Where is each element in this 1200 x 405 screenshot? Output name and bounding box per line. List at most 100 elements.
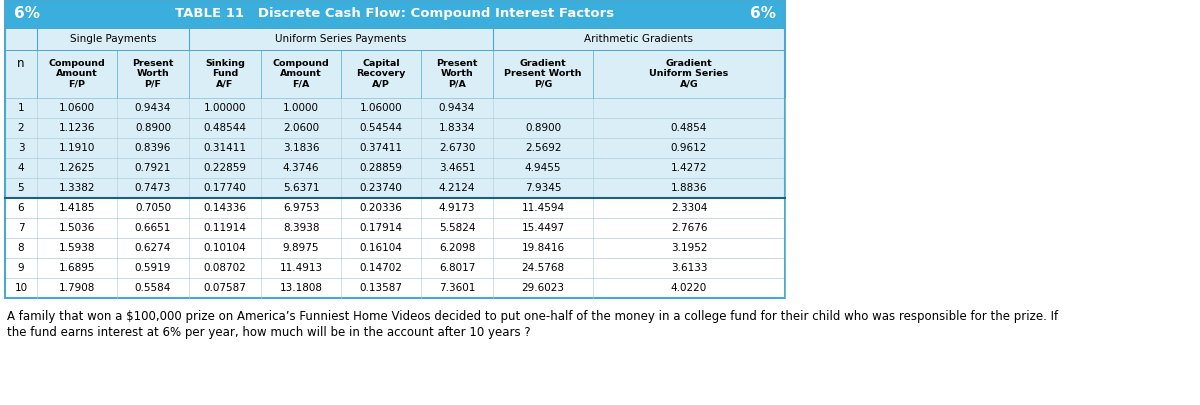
Bar xyxy=(5,0,785,28)
Text: 0.54544: 0.54544 xyxy=(360,123,402,133)
Text: 0.7050: 0.7050 xyxy=(134,203,172,213)
Text: 0.07587: 0.07587 xyxy=(204,283,246,293)
Text: 0.16104: 0.16104 xyxy=(360,243,402,253)
Text: 0.7921: 0.7921 xyxy=(134,163,172,173)
Text: 2.7676: 2.7676 xyxy=(671,223,707,233)
Text: 0.8396: 0.8396 xyxy=(134,143,172,153)
Text: 6.8017: 6.8017 xyxy=(439,263,475,273)
Text: 1.8334: 1.8334 xyxy=(439,123,475,133)
Text: 2.5692: 2.5692 xyxy=(524,143,562,153)
Text: 1: 1 xyxy=(18,103,24,113)
Text: Present
Worth
P/F: Present Worth P/F xyxy=(132,59,174,89)
Bar xyxy=(5,198,785,218)
Bar xyxy=(5,178,785,198)
Text: 1.0600: 1.0600 xyxy=(59,103,95,113)
Text: 1.7908: 1.7908 xyxy=(59,283,95,293)
Text: A family that won a $100,000 prize on America’s Funniest Home Videos decided to : A family that won a $100,000 prize on Am… xyxy=(7,310,1058,323)
Bar xyxy=(5,138,785,158)
Text: 0.22859: 0.22859 xyxy=(204,163,246,173)
Text: 4.3746: 4.3746 xyxy=(283,163,319,173)
Text: 10: 10 xyxy=(14,283,28,293)
Text: 1.4272: 1.4272 xyxy=(671,163,707,173)
Text: 0.14702: 0.14702 xyxy=(360,263,402,273)
Text: 2: 2 xyxy=(18,123,24,133)
Text: 0.17914: 0.17914 xyxy=(360,223,402,233)
Text: 1.6895: 1.6895 xyxy=(59,263,95,273)
Text: 3.1952: 3.1952 xyxy=(671,243,707,253)
Text: 2.0600: 2.0600 xyxy=(283,123,319,133)
Bar xyxy=(5,258,785,278)
Text: 6%: 6% xyxy=(14,6,40,21)
Text: 0.9434: 0.9434 xyxy=(134,103,172,113)
Text: 3.4651: 3.4651 xyxy=(439,163,475,173)
Text: 24.5768: 24.5768 xyxy=(522,263,564,273)
Bar xyxy=(5,28,785,50)
Text: 0.10104: 0.10104 xyxy=(204,243,246,253)
Text: 1.5938: 1.5938 xyxy=(59,243,95,253)
Text: 0.5919: 0.5919 xyxy=(134,263,172,273)
Text: the fund earns interest at 6% per year, how much will be in the account after 10: the fund earns interest at 6% per year, … xyxy=(7,326,530,339)
Text: TABLE 11   Discrete Cash Flow: Compound Interest Factors: TABLE 11 Discrete Cash Flow: Compound In… xyxy=(175,8,614,21)
Text: 0.9434: 0.9434 xyxy=(439,103,475,113)
Text: 7.9345: 7.9345 xyxy=(524,183,562,193)
Text: 0.11914: 0.11914 xyxy=(204,223,246,233)
Text: 11.4913: 11.4913 xyxy=(280,263,323,273)
Text: 0.17740: 0.17740 xyxy=(204,183,246,193)
Text: 19.8416: 19.8416 xyxy=(522,243,564,253)
Text: 1.3382: 1.3382 xyxy=(59,183,95,193)
Text: 13.1808: 13.1808 xyxy=(280,283,323,293)
Bar xyxy=(5,118,785,138)
Text: 1.4185: 1.4185 xyxy=(59,203,95,213)
Text: 0.28859: 0.28859 xyxy=(360,163,402,173)
Text: 29.6023: 29.6023 xyxy=(522,283,564,293)
Text: 9.8975: 9.8975 xyxy=(283,243,319,253)
Text: 4.2124: 4.2124 xyxy=(439,183,475,193)
Text: Arithmetic Gradients: Arithmetic Gradients xyxy=(584,34,694,44)
Text: 1.0000: 1.0000 xyxy=(283,103,319,113)
Bar xyxy=(5,158,785,178)
Text: Present
Worth
P/A: Present Worth P/A xyxy=(437,59,478,89)
Text: 1.1910: 1.1910 xyxy=(59,143,95,153)
Text: 7.3601: 7.3601 xyxy=(439,283,475,293)
Text: 5: 5 xyxy=(18,183,24,193)
Text: 0.6651: 0.6651 xyxy=(134,223,172,233)
Text: Compound
Amount
F/P: Compound Amount F/P xyxy=(49,59,106,89)
Text: 9: 9 xyxy=(18,263,24,273)
Text: Sinking
Fund
A/F: Sinking Fund A/F xyxy=(205,59,245,89)
Text: 2.6730: 2.6730 xyxy=(439,143,475,153)
Text: 0.23740: 0.23740 xyxy=(360,183,402,193)
Text: 6.2098: 6.2098 xyxy=(439,243,475,253)
Text: 0.6274: 0.6274 xyxy=(134,243,172,253)
Text: 0.08702: 0.08702 xyxy=(204,263,246,273)
Text: 1.1236: 1.1236 xyxy=(59,123,95,133)
Text: 4.9455: 4.9455 xyxy=(524,163,562,173)
Text: 0.20336: 0.20336 xyxy=(360,203,402,213)
Text: 5.6371: 5.6371 xyxy=(283,183,319,193)
Text: 8.3938: 8.3938 xyxy=(283,223,319,233)
Text: 1.00000: 1.00000 xyxy=(204,103,246,113)
Text: 1.5036: 1.5036 xyxy=(59,223,95,233)
Text: 15.4497: 15.4497 xyxy=(522,223,564,233)
Text: 3.6133: 3.6133 xyxy=(671,263,707,273)
Text: 0.37411: 0.37411 xyxy=(360,143,402,153)
Text: 3: 3 xyxy=(18,143,24,153)
Bar xyxy=(5,0,785,298)
Text: 0.31411: 0.31411 xyxy=(204,143,246,153)
Text: 0.5584: 0.5584 xyxy=(134,283,172,293)
Text: 8: 8 xyxy=(18,243,24,253)
Text: 5.5824: 5.5824 xyxy=(439,223,475,233)
Text: 6: 6 xyxy=(18,203,24,213)
Text: 0.8900: 0.8900 xyxy=(134,123,172,133)
Text: 0.13587: 0.13587 xyxy=(360,283,402,293)
Text: Gradient
Present Worth
P/G: Gradient Present Worth P/G xyxy=(504,59,582,89)
Text: 4: 4 xyxy=(18,163,24,173)
Text: 0.9612: 0.9612 xyxy=(671,143,707,153)
Text: 7: 7 xyxy=(18,223,24,233)
Text: Uniform Series Payments: Uniform Series Payments xyxy=(275,34,407,44)
Text: 3.1836: 3.1836 xyxy=(283,143,319,153)
Text: Gradient
Uniform Series
A/G: Gradient Uniform Series A/G xyxy=(649,59,728,89)
Text: Single Payments: Single Payments xyxy=(70,34,156,44)
Bar xyxy=(5,218,785,238)
Text: 1.06000: 1.06000 xyxy=(360,103,402,113)
Text: 0.4854: 0.4854 xyxy=(671,123,707,133)
